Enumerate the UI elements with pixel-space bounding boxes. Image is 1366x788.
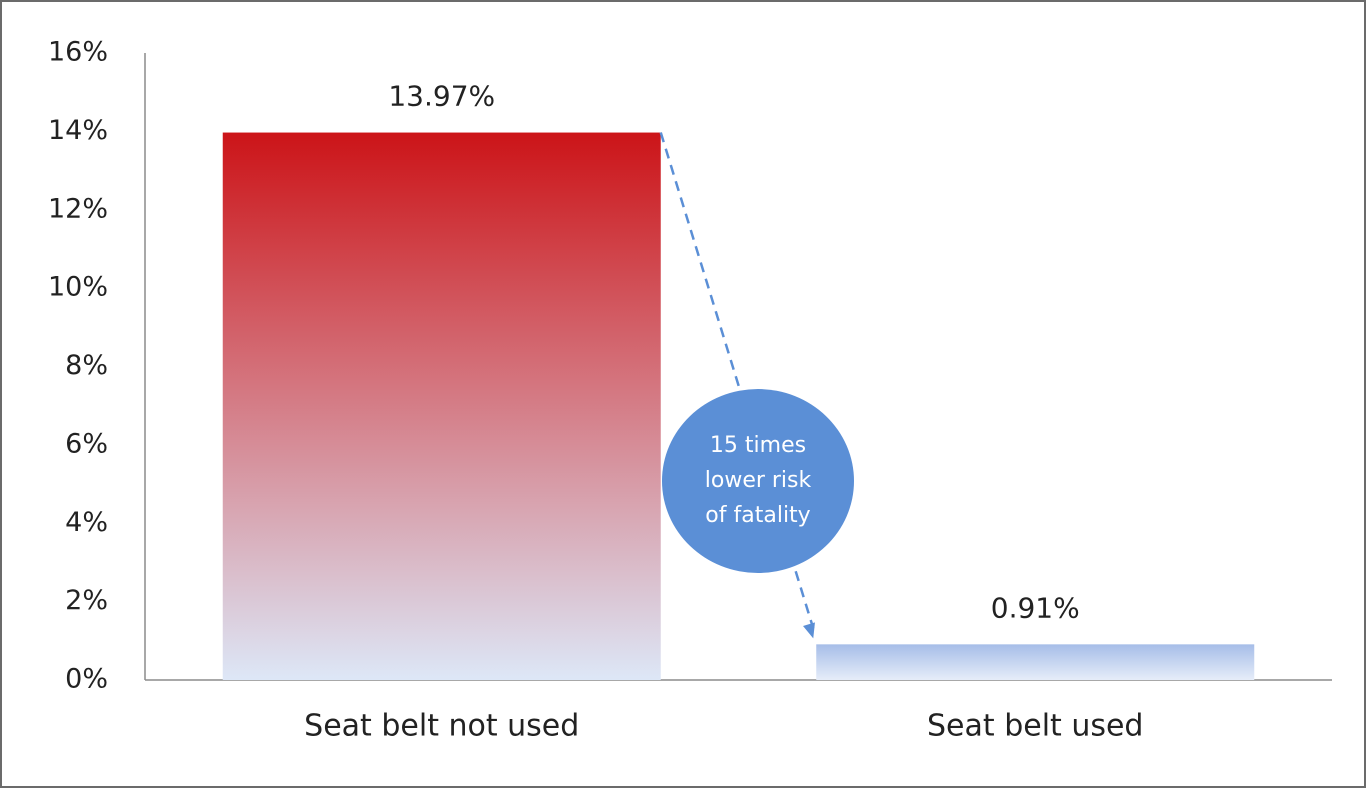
annotation-bubble [662, 389, 854, 573]
x-tick-label: Seat belt used [927, 709, 1143, 744]
annotation-text: 15 times [710, 433, 806, 458]
y-tick-label: 2% [65, 585, 108, 616]
y-tick-label: 10% [48, 272, 108, 303]
bar [816, 644, 1255, 680]
y-tick-label: 12% [48, 193, 108, 224]
y-tick-label: 16% [48, 37, 108, 68]
y-tick-label: 14% [48, 115, 108, 146]
x-tick-label: Seat belt not used [304, 709, 579, 744]
y-tick-label: 6% [65, 428, 108, 459]
annotation-text: of fatality [705, 503, 810, 528]
value-label: 13.97% [388, 80, 495, 113]
value-label: 0.91% [991, 591, 1080, 624]
y-tick-label: 8% [65, 350, 108, 381]
y-tick-label: 4% [65, 507, 108, 538]
annotation-text: lower risk [705, 468, 812, 493]
y-tick-label: 0% [65, 664, 108, 695]
arrow-head [803, 622, 815, 639]
bar [222, 132, 661, 680]
